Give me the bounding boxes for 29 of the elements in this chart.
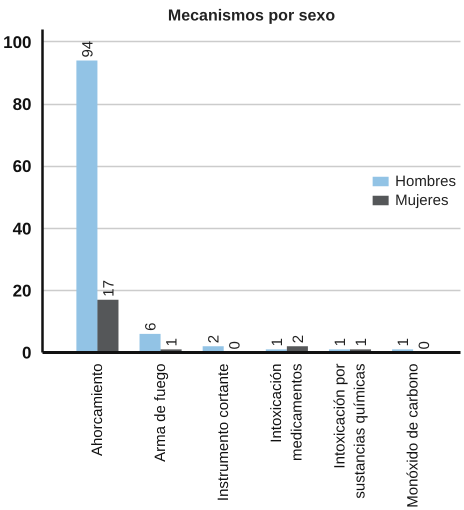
data-label: 0 (416, 341, 434, 350)
x-tick-label: Monóxido de carbono (404, 364, 422, 508)
bar (140, 334, 161, 352)
y-tick-label: 60 (12, 157, 32, 176)
data-label: 6 (142, 322, 160, 331)
data-label: 1 (268, 338, 286, 346)
bar (97, 300, 118, 352)
data-label: 1 (332, 338, 349, 346)
legend-label: Mujeres (395, 192, 448, 208)
x-tick-label: Instrumento cortante (215, 363, 232, 502)
data-label: 2 (206, 334, 223, 344)
y-tick-label: 80 (12, 95, 32, 114)
chart-title: Mecanismos por sexo (168, 8, 336, 24)
legend-label: Hombres (395, 172, 456, 190)
data-label: 94 (79, 40, 96, 58)
data-label: 1 (353, 338, 370, 346)
data-label: 0 (226, 341, 244, 350)
y-tick-label: 40 (12, 219, 32, 238)
data-label: 1 (395, 338, 412, 346)
bar (76, 60, 98, 352)
y-tick-label: 20 (12, 281, 32, 300)
data-label: 1 (164, 338, 181, 346)
y-tick-label: 100 (3, 32, 32, 52)
x-tick-label: Ahorcamiento (88, 363, 106, 456)
x-tick-label: Arma de fuego (152, 363, 170, 462)
x-tick-label: Intoxicación medicamentos (268, 363, 306, 462)
y-tick-label: 0 (22, 344, 32, 362)
data-label: 2 (290, 334, 307, 344)
data-label: 17 (100, 280, 118, 297)
